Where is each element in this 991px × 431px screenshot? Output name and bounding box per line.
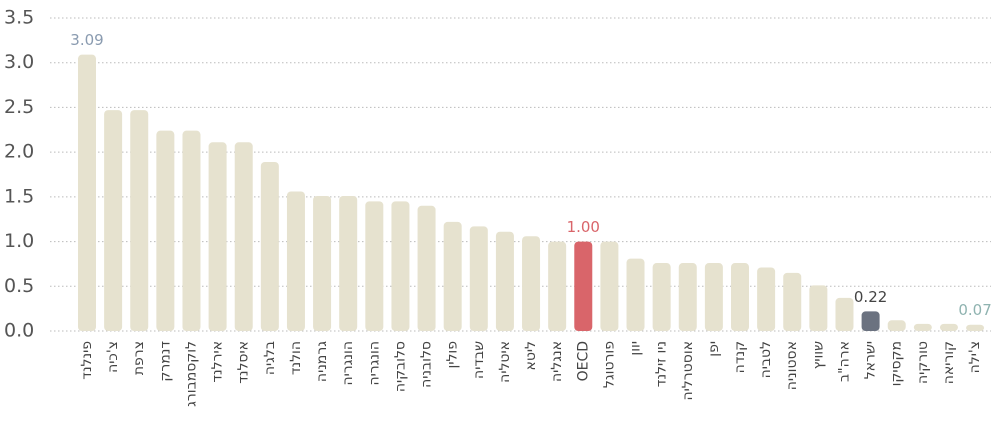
bar [809, 285, 828, 331]
bar [391, 201, 410, 331]
x-tick-label: לטביה [758, 341, 774, 378]
bar [966, 324, 985, 331]
x-tick-label: הונגריה [366, 341, 382, 386]
bar [469, 226, 488, 331]
value-label: 1.00 [567, 218, 600, 236]
bar [104, 110, 123, 332]
bar [783, 272, 802, 331]
bar [130, 110, 149, 332]
y-tick-label: 3.0 [4, 51, 34, 73]
bar [156, 130, 175, 331]
x-tick-label: דנמרק [157, 341, 173, 382]
bar [939, 323, 958, 331]
x-tick-label: ליטא [523, 341, 539, 371]
x-tick-label: קנדה [732, 341, 748, 373]
x-tick-label: צ'כיה [105, 341, 121, 373]
bar [913, 323, 932, 331]
value-label: 3.09 [70, 31, 103, 49]
y-tick-label: 2.5 [4, 96, 34, 118]
x-tick-label: אסטוניה [784, 341, 800, 390]
bar [887, 320, 906, 331]
bar [78, 54, 96, 332]
y-tick-label: 0.0 [4, 320, 34, 342]
x-tick-label: הונגריה [340, 341, 356, 386]
x-tick-label: צרפת [131, 341, 147, 375]
y-tick-label: 3.5 [4, 7, 34, 29]
bar [495, 231, 514, 331]
x-tick-label: טורקיה [915, 341, 931, 384]
bar [417, 205, 436, 331]
y-tick-label: 2.0 [4, 141, 34, 163]
bar [678, 263, 697, 331]
bar [548, 241, 567, 331]
x-tick-label: ארה"ב [836, 341, 852, 382]
bar [861, 311, 880, 331]
bar [313, 195, 332, 331]
x-tick-label: OECD [575, 341, 591, 381]
x-tick-label: הולנד [288, 341, 304, 375]
x-tick-label: קוריאה [941, 341, 957, 384]
x-tick-label: אוסטרליה [680, 341, 696, 400]
x-tick-label: בלגיה [262, 341, 278, 375]
x-tick-label: סלובקיה [392, 341, 408, 392]
y-tick-label: 1.0 [4, 230, 34, 252]
bar [626, 258, 645, 331]
value-label: 0.22 [854, 288, 887, 306]
x-tick-label: גרמניה [314, 341, 330, 382]
bar [339, 195, 358, 331]
x-tick-label: יוון [628, 341, 644, 356]
x-tick-label: סלובניה [419, 341, 435, 388]
x-tick-label: ניו זילנד [654, 341, 670, 387]
bar [182, 130, 201, 331]
x-tick-label: ישראל [863, 341, 879, 379]
bar [652, 263, 671, 331]
x-tick-label: מקסיקו [889, 341, 905, 386]
bar [574, 241, 593, 331]
bar [443, 221, 462, 331]
x-tick-label: איסלנד [236, 341, 252, 384]
bar [835, 297, 854, 331]
x-tick-label: פולין [445, 341, 461, 368]
bar [757, 267, 776, 331]
bar [208, 142, 227, 331]
value-label: 0.07 [958, 301, 991, 319]
x-tick-label: יפן [706, 341, 722, 357]
bar [600, 241, 619, 331]
bar [365, 201, 384, 331]
x-tick-label: לוקסמבורג [183, 341, 199, 407]
bar [260, 161, 279, 331]
y-tick-label: 0.5 [4, 275, 34, 297]
bar [522, 236, 541, 331]
x-tick-label: פורטוגל [601, 341, 617, 388]
y-tick-label: 1.5 [4, 185, 34, 207]
bar [704, 263, 723, 331]
x-tick-label: איטליה [497, 341, 513, 383]
x-tick-label: צ'ילה [967, 341, 983, 373]
x-tick-label: אנגליה [549, 341, 565, 382]
x-tick-label: פינלנד [79, 341, 95, 380]
x-tick-label: שבדיה [471, 341, 487, 379]
bar [286, 191, 305, 331]
x-tick-label: שוויץ [810, 341, 826, 369]
bar [234, 142, 253, 331]
x-tick-label: אירלנד [210, 341, 226, 383]
bar [731, 263, 749, 331]
